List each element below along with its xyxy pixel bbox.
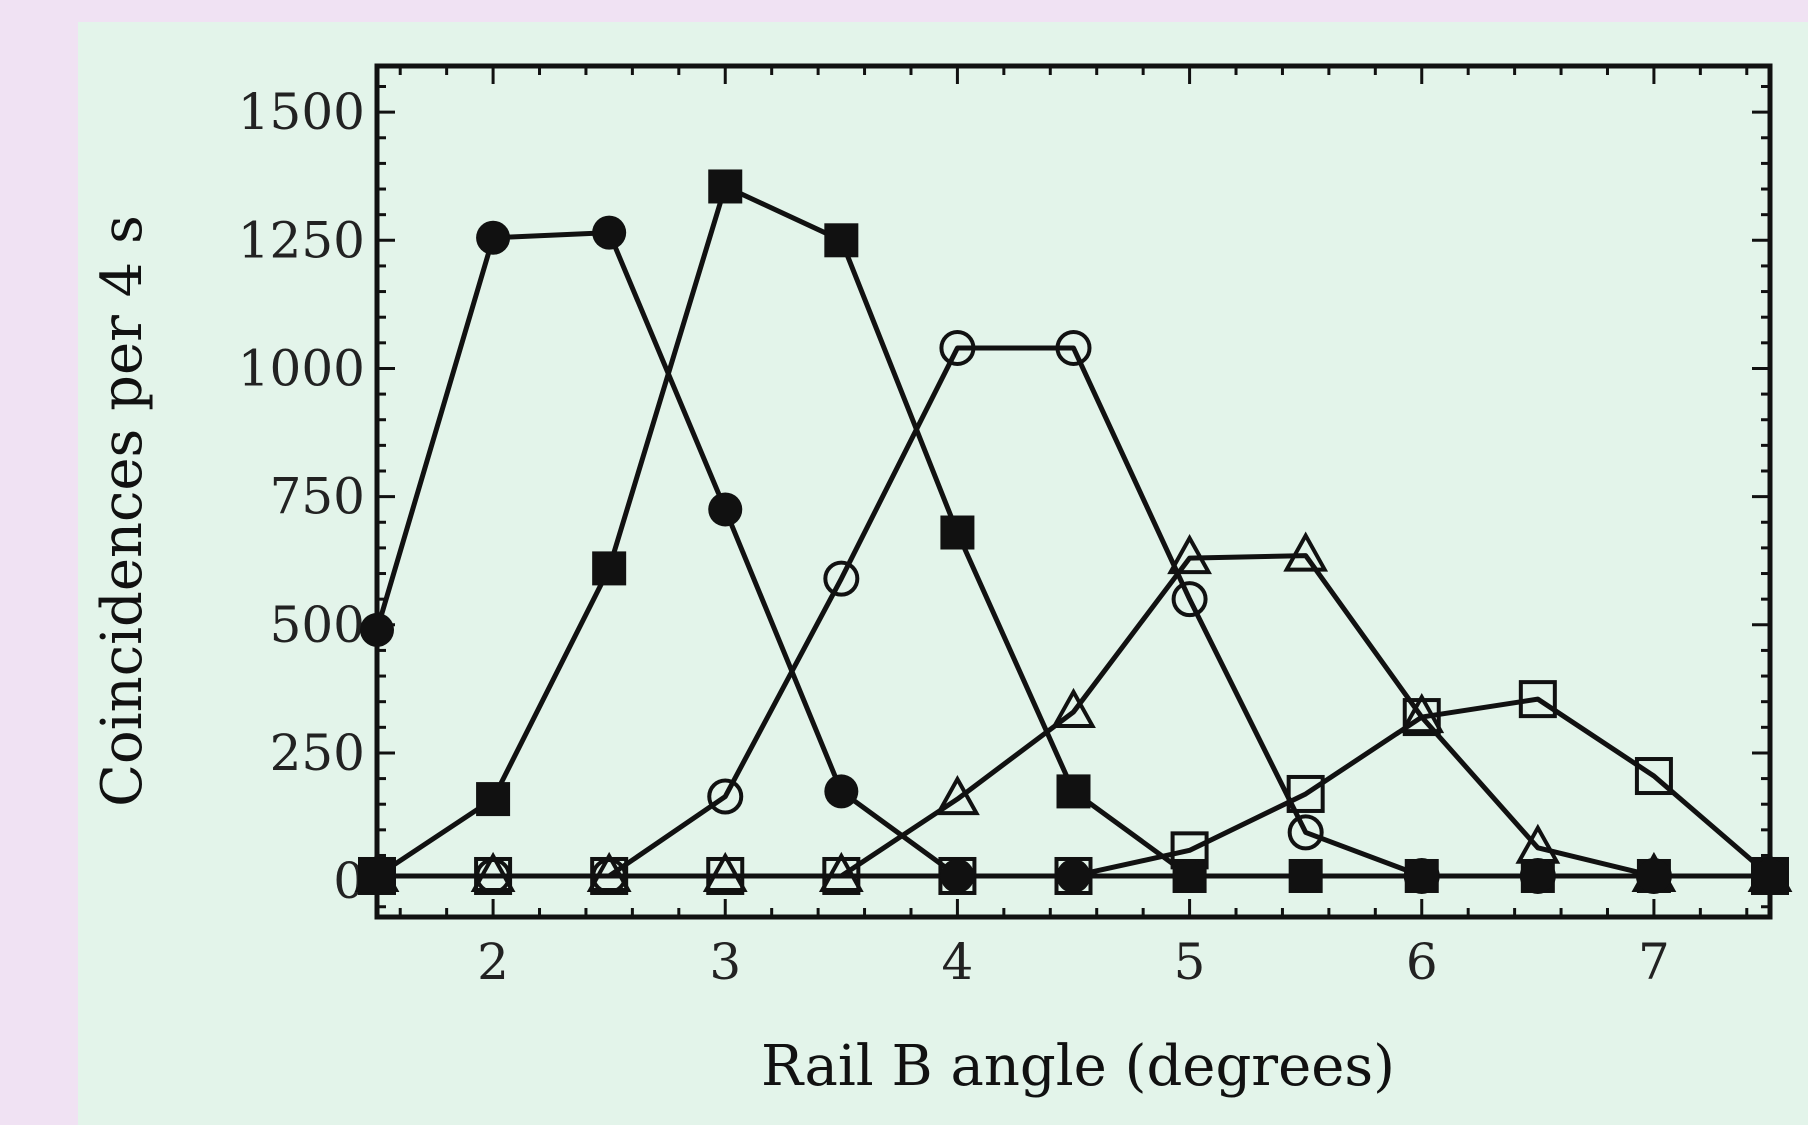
filled-square-marker bbox=[592, 551, 627, 586]
filled-circle-marker bbox=[592, 215, 627, 250]
open-triangle-marker bbox=[935, 774, 980, 816]
filled-circle-marker bbox=[1636, 858, 1671, 893]
y-tick-label: 1000 bbox=[238, 339, 365, 397]
open-triangle-marker bbox=[1051, 687, 1096, 728]
open-triangle-marker bbox=[1399, 692, 1445, 734]
open-circle-marker bbox=[939, 329, 976, 366]
filled-circle-marker bbox=[940, 858, 975, 893]
open-circle-marker bbox=[1171, 581, 1208, 618]
x-tick-label: 4 bbox=[942, 933, 974, 991]
open-square-marker bbox=[1286, 774, 1325, 813]
filled-circle-marker bbox=[1056, 858, 1091, 893]
open-circle-marker bbox=[707, 778, 744, 815]
y-tick-label: 1500 bbox=[238, 83, 365, 141]
series-lines bbox=[374, 183, 1772, 879]
filled-square-marker bbox=[824, 223, 859, 258]
x-tick-label: 5 bbox=[1174, 933, 1206, 991]
open-circle-marker bbox=[475, 857, 512, 894]
open-circle-marker bbox=[1287, 814, 1324, 851]
open-square-marker bbox=[1518, 680, 1557, 719]
filled-circle-marker bbox=[1172, 858, 1207, 893]
x-tick-label: 7 bbox=[1638, 933, 1670, 991]
y-tick-label: 500 bbox=[270, 596, 365, 654]
filled-square-marker bbox=[708, 169, 743, 204]
filled-circle-marker bbox=[476, 220, 511, 255]
open-circle-marker bbox=[1055, 329, 1092, 366]
y-tick-label: 750 bbox=[270, 468, 365, 526]
y-tick-label: 250 bbox=[270, 724, 365, 782]
filled-square-marker bbox=[476, 782, 511, 817]
filled-circle-marker bbox=[708, 492, 743, 527]
filled-circle-marker bbox=[824, 774, 859, 809]
filled-circle-marker bbox=[1520, 858, 1555, 893]
series-line-filled-square bbox=[375, 183, 1770, 879]
filled-circle-marker bbox=[1288, 858, 1323, 893]
open-triangle-marker bbox=[702, 851, 748, 892]
open-square-marker bbox=[1634, 757, 1673, 796]
x-axis-title: Rail B angle (degrees) bbox=[761, 1034, 1395, 1099]
x-tick-label: 6 bbox=[1406, 933, 1438, 991]
series-markers bbox=[354, 169, 1793, 895]
plot-frame bbox=[374, 63, 1773, 920]
open-triangle-marker bbox=[1167, 534, 1212, 575]
x-tick-labels: 2 3 4 5 6 7 bbox=[477, 933, 1670, 991]
y-tick-label: 1250 bbox=[238, 211, 365, 269]
filled-square-marker bbox=[1056, 774, 1091, 809]
x-tick-label: 3 bbox=[709, 933, 741, 991]
open-triangle-marker bbox=[818, 851, 864, 892]
filled-square-marker bbox=[940, 515, 975, 550]
open-triangle-marker bbox=[1283, 531, 1329, 572]
open-circle-marker bbox=[823, 560, 860, 597]
open-circle-marker bbox=[591, 857, 628, 894]
y-axis-title: Coincidences per 4 s bbox=[90, 215, 155, 807]
x-tick-label: 2 bbox=[477, 933, 509, 991]
filled-circle-marker bbox=[1404, 858, 1439, 893]
